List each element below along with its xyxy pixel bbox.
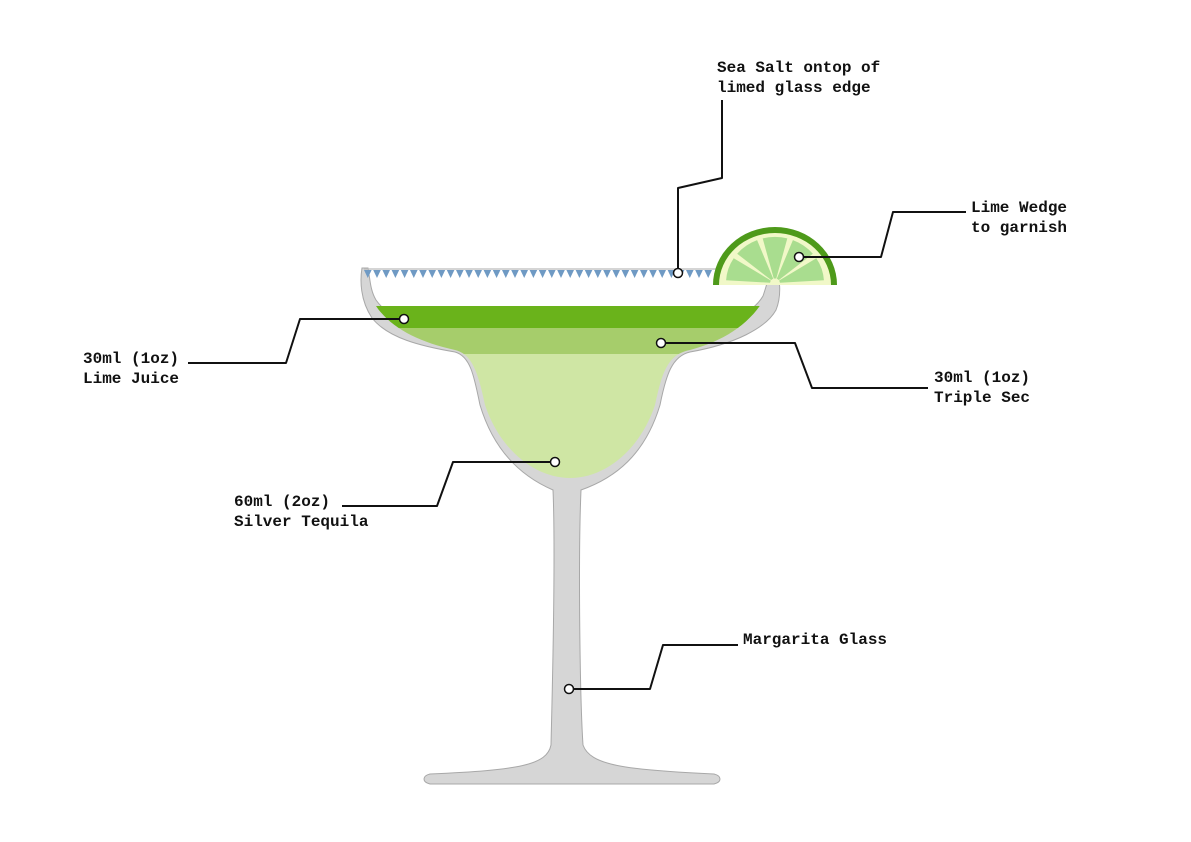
- label-lime-wedge: Lime Wedge to garnish: [971, 198, 1067, 238]
- leader-triple-sec: [661, 342, 928, 389]
- label-lime-wedge-line1: Lime Wedge: [971, 199, 1068, 217]
- salt-grain: [391, 270, 400, 278]
- leader-glass: [569, 644, 738, 690]
- salt-grain: [520, 270, 528, 278]
- salt-grain: [428, 270, 436, 278]
- salt-grain: [649, 270, 657, 278]
- label-glass-line1: Margarita Glass: [743, 631, 888, 649]
- leader-tequila: [342, 461, 555, 507]
- label-triple-sec-line1: 30ml (1oz): [934, 369, 1031, 387]
- cocktail-liquid: [365, 306, 776, 478]
- salt-grain: [511, 270, 519, 278]
- label-triple-sec-line2: Triple Sec: [934, 389, 1031, 407]
- label-lime-juice: 30ml (1oz) Lime Juice: [83, 349, 179, 389]
- salt-grain: [437, 270, 446, 278]
- salt-grain: [373, 270, 381, 278]
- label-sea-salt: Sea Salt ontop of limed glass edge: [717, 58, 880, 98]
- salt-grain: [382, 270, 390, 278]
- point-triple-sec: [655, 337, 667, 349]
- leader-lime-wedge: [799, 211, 966, 258]
- label-sea-salt-line2: limed glass edge: [717, 79, 871, 97]
- salt-grain: [410, 270, 418, 278]
- label-triple-sec: 30ml (1oz) Triple Sec: [934, 368, 1030, 408]
- salt-grain: [456, 270, 464, 278]
- salt-grain: [557, 270, 565, 278]
- label-tequila-line2: Silver Tequila: [234, 513, 369, 531]
- salt-grain: [640, 270, 648, 278]
- salt-grain: [686, 270, 694, 278]
- point-tequila: [549, 456, 561, 468]
- salt-grain: [400, 270, 409, 278]
- salt-grain: [584, 270, 593, 278]
- lime-segment: [726, 258, 771, 283]
- lime-segments: [726, 236, 824, 283]
- salt-grain: [529, 270, 538, 278]
- salt-grain: [630, 270, 639, 278]
- salt-grain: [483, 270, 492, 278]
- lime-segment: [737, 240, 774, 281]
- salt-grain: [419, 270, 427, 278]
- leader-lime-juice: [188, 318, 404, 364]
- label-tequila-line1: 60ml (2oz): [234, 493, 331, 511]
- lime-segment: [762, 236, 788, 279]
- leader-points: [398, 251, 805, 695]
- point-lime-wedge: [793, 251, 805, 263]
- salt-grain: [658, 270, 666, 278]
- salt-grain: [704, 270, 712, 278]
- salt-grain: [502, 270, 510, 278]
- label-tequila: 60ml (2oz) Silver Tequila: [234, 492, 368, 532]
- salt-grain: [612, 270, 620, 278]
- label-glass: Margarita Glass: [743, 630, 887, 650]
- sea-salt-rim: [364, 270, 712, 278]
- salt-grain: [548, 270, 556, 278]
- leader-lines: [188, 100, 966, 690]
- lime-juice-layer: [365, 306, 776, 328]
- tequila-layer: [365, 352, 776, 478]
- salt-grain: [465, 270, 473, 278]
- salt-grain: [575, 270, 584, 278]
- label-lime-juice-line1: 30ml (1oz): [83, 350, 180, 368]
- leader-sea-salt: [677, 100, 723, 273]
- salt-grain: [603, 270, 611, 278]
- lime-wedge: [713, 227, 837, 285]
- salt-grain: [695, 270, 703, 278]
- point-glass: [563, 683, 575, 695]
- salt-grain: [364, 270, 372, 278]
- point-sea-salt: [672, 267, 684, 279]
- label-lime-juice-line2: Lime Juice: [83, 370, 180, 388]
- salt-grain: [446, 270, 455, 278]
- salt-grain: [621, 270, 630, 278]
- salt-grain: [566, 270, 574, 278]
- label-sea-salt-line1: Sea Salt ontop of: [717, 59, 881, 77]
- salt-grain: [594, 270, 602, 278]
- salt-grain: [538, 270, 547, 278]
- point-lime-juice: [398, 313, 410, 325]
- salt-grain: [474, 270, 482, 278]
- salt-grain: [492, 270, 501, 278]
- lime-segment: [779, 258, 824, 283]
- label-lime-wedge-line2: to garnish: [971, 219, 1068, 237]
